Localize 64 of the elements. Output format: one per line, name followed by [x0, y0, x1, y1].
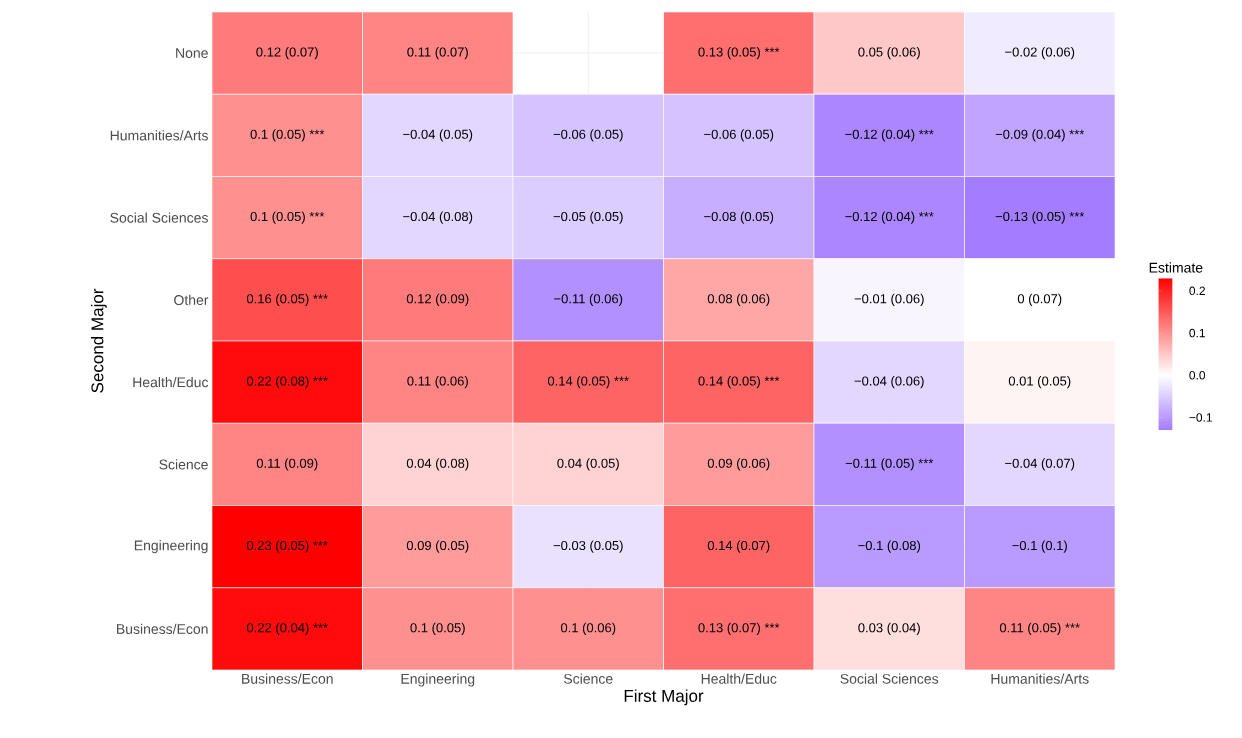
- data-label: 0.01 (0.05): [1008, 376, 1071, 389]
- color-bar-label: 0.1: [1189, 328, 1205, 338]
- y-tick-label: Humanities/Arts: [110, 130, 208, 141]
- x-tick-label: Health/Educ: [701, 673, 777, 684]
- color-bar-title: Estimate: [1149, 262, 1203, 273]
- y-tick-label: Health/Educ: [133, 376, 209, 388]
- data-label: −0.08 (0.05): [704, 211, 774, 224]
- data-label: −0.04 (0.06): [854, 376, 924, 389]
- color-bar-label: −0.1: [1189, 413, 1212, 422]
- data-label: −0.13 (0.05) ***: [995, 211, 1085, 224]
- data-label: −0.12 (0.04) ***: [845, 129, 934, 142]
- data-label: 0 (0.07): [1017, 293, 1062, 306]
- data-label: 0.14 (0.07): [707, 540, 770, 553]
- data-label: −0.12 (0.04) ***: [845, 211, 934, 224]
- data-label: 0.04 (0.05): [557, 458, 619, 471]
- data-label: −0.11 (0.05) ***: [845, 458, 934, 471]
- y-tick-label: Social Sciences: [110, 212, 208, 223]
- y-tick-label: None: [176, 48, 208, 59]
- data-label: −0.04 (0.05): [403, 129, 473, 142]
- data-label: 0.23 (0.05) ***: [246, 540, 328, 553]
- data-label: 0.09 (0.06): [707, 458, 770, 471]
- data-label: 0.11 (0.09): [256, 458, 318, 471]
- data-label: −0.06 (0.05): [704, 129, 774, 142]
- data-label: 0.11 (0.06): [407, 376, 468, 389]
- x-tick-label: Engineering: [401, 673, 475, 687]
- data-label: 0.14 (0.05) ***: [547, 376, 629, 389]
- y-axis-title: Second Major: [90, 288, 107, 393]
- data-label: −0.02 (0.06): [1005, 47, 1075, 60]
- data-label: 0.22 (0.04) ***: [246, 622, 328, 635]
- data-label: 0.1 (0.06): [560, 622, 616, 635]
- data-label: −0.03 (0.05): [553, 540, 623, 553]
- data-label: −0.06 (0.05): [553, 129, 623, 142]
- data-label: 0.09 (0.05): [406, 540, 469, 553]
- data-label: 0.12 (0.09): [406, 293, 469, 306]
- data-label: −0.11 (0.06): [554, 293, 623, 306]
- data-label: −0.1 (0.08): [858, 540, 921, 553]
- data-label: 0.13 (0.07) ***: [698, 622, 780, 635]
- data-label: 0.1 (0.05) ***: [250, 211, 325, 224]
- data-label: 0.1 (0.05): [410, 622, 465, 635]
- y-tick-label: Other: [174, 294, 209, 306]
- data-label: 0.16 (0.05) ***: [246, 293, 328, 306]
- data-label: 0.22 (0.08) ***: [246, 376, 328, 389]
- data-label: −0.05 (0.05): [553, 211, 623, 224]
- y-tick-label: Science: [159, 459, 208, 470]
- x-tick-label: Social Sciences: [840, 673, 939, 684]
- color-bar-label: 0.2: [1189, 286, 1205, 296]
- data-label: −0.09 (0.04) ***: [995, 129, 1085, 142]
- color-bar-label: 0.0: [1189, 371, 1206, 380]
- y-tick-label: Engineering: [134, 540, 208, 554]
- data-label: 0.08 (0.06): [707, 293, 770, 306]
- data-label: 0.14 (0.05) ***: [698, 376, 780, 389]
- data-label: −0.01 (0.06): [854, 293, 924, 306]
- data-label: 0.04 (0.08): [406, 458, 469, 471]
- data-label: 0.12 (0.07): [256, 47, 318, 60]
- x-tick-label: Science: [563, 673, 613, 684]
- data-label: 0.1 (0.05) ***: [250, 129, 325, 142]
- data-label: −0.04 (0.08): [403, 211, 473, 224]
- data-label: −0.1 (0.1): [1012, 540, 1067, 553]
- x-axis-title: First Major: [624, 689, 704, 706]
- y-tick-label: Business/Econ: [117, 623, 208, 635]
- data-label: −0.04 (0.07): [1005, 458, 1075, 471]
- x-tick-label: Business/Econ: [242, 673, 333, 684]
- x-tick-label: Humanities/Arts: [991, 673, 1089, 684]
- data-label: 0.11 (0.05) ***: [999, 622, 1080, 635]
